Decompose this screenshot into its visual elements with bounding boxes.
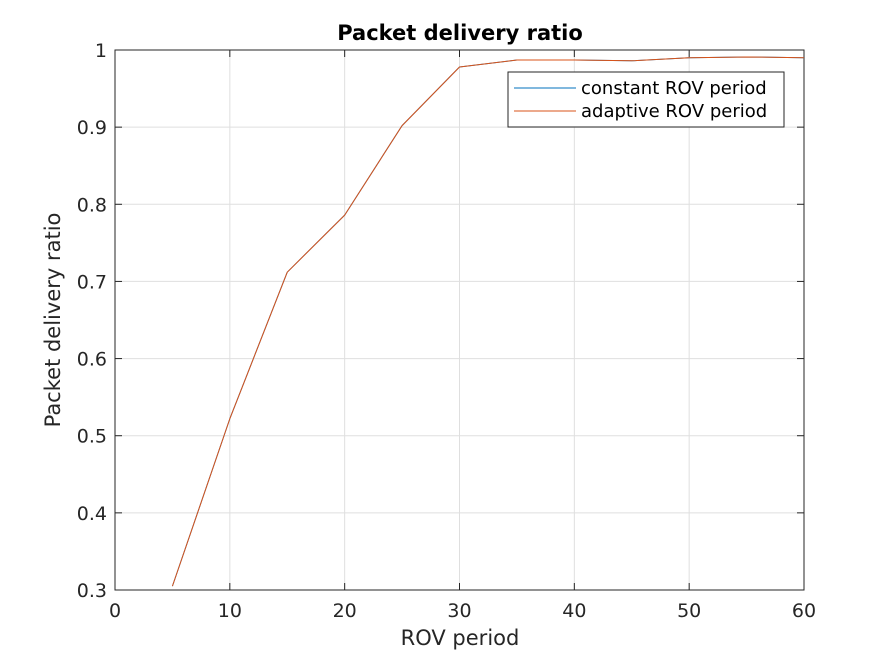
series-group (171, 56, 805, 587)
chart-title: Packet delivery ratio (337, 21, 583, 45)
legend-box (507, 71, 785, 128)
series-line-2 (171, 56, 805, 587)
y-tick-label: 0.4 (77, 503, 107, 525)
y-axis-label: Packet delivery ratio (41, 213, 65, 428)
y-tick-label: 0.6 (77, 349, 107, 371)
x-tick-label: 60 (792, 600, 816, 622)
x-tick-label: 50 (677, 600, 701, 622)
x-tick-label: 30 (447, 600, 471, 622)
x-tick-label: 20 (333, 600, 357, 622)
x-tick-label: 10 (218, 600, 242, 622)
y-tick-label: 0.3 (77, 580, 107, 602)
x-tick-label: 0 (109, 600, 121, 622)
legend-label-1: constant ROV period (581, 78, 767, 99)
y-tick-label: 0.8 (77, 194, 107, 216)
y-tick-label: 0.9 (77, 117, 107, 139)
legend-label-2: adaptive ROV period (581, 101, 767, 122)
x-axis-label: ROV period (401, 626, 520, 650)
y-tick-label: 0.5 (77, 426, 107, 448)
y-tick-label: 0.7 (77, 271, 107, 293)
x-tick-label: 40 (562, 600, 586, 622)
y-tick-label: 1 (95, 40, 107, 62)
axis-ticks: 0 10 20 30 40 50 60 0.3 0.4 0.5 0.6 0.7 0.8 0.9 1 (77, 40, 816, 622)
